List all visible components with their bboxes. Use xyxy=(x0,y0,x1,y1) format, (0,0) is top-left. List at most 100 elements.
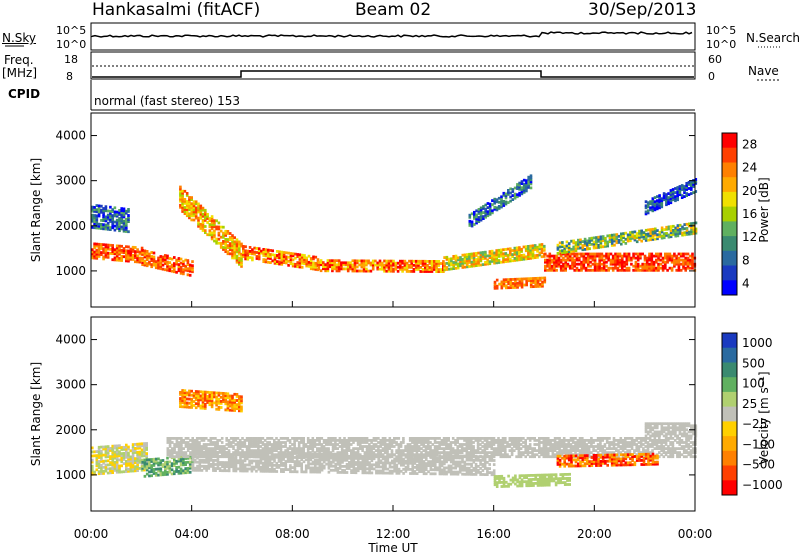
echo-cell xyxy=(517,439,521,442)
echo-cell xyxy=(229,441,233,444)
echo-cell xyxy=(240,262,243,266)
echo-cell xyxy=(397,451,401,454)
echo-cell xyxy=(544,266,547,270)
echo-cell xyxy=(120,460,123,464)
echo-cell xyxy=(191,268,194,272)
echo-cell xyxy=(615,443,618,446)
echo-cell xyxy=(546,260,549,264)
nsky-tick-low: 10^0 xyxy=(56,38,87,51)
echo-cell xyxy=(511,194,515,197)
echo-cell xyxy=(168,267,172,271)
echo-cell xyxy=(687,451,690,454)
echo-cell xyxy=(578,262,581,266)
echo-cell xyxy=(633,449,636,452)
echo-cell xyxy=(451,437,455,440)
echo-cell xyxy=(544,437,548,440)
echo-cell xyxy=(314,263,318,267)
echo-cell xyxy=(214,467,217,470)
echo-cell xyxy=(217,241,221,245)
echo-cell xyxy=(207,439,210,442)
echo-cell xyxy=(565,246,569,250)
echo-cell xyxy=(655,252,658,256)
echo-cell xyxy=(497,447,500,450)
echo-cell xyxy=(204,225,207,228)
echo-cell xyxy=(490,437,493,440)
echo-cell xyxy=(557,256,561,260)
echo-cell xyxy=(614,260,617,264)
echo-cell xyxy=(671,443,675,446)
echo-cell xyxy=(493,284,497,288)
echo-cell xyxy=(328,261,332,265)
echo-cell xyxy=(566,262,570,266)
echo-cell xyxy=(388,437,392,440)
echo-cell xyxy=(145,472,149,476)
echo-cell xyxy=(166,439,170,442)
echo-cell xyxy=(467,437,471,440)
echo-cell xyxy=(138,467,142,470)
echo-cell xyxy=(325,443,328,446)
echo-cell xyxy=(445,443,448,446)
echo-cell xyxy=(127,463,130,467)
echo-cell xyxy=(386,447,389,450)
echo-cell xyxy=(638,235,641,239)
echo-cell xyxy=(616,260,620,264)
echo-cell xyxy=(516,283,519,287)
echo-cell xyxy=(514,277,517,281)
echo-cell xyxy=(197,224,200,228)
echo-cell xyxy=(186,455,190,459)
echo-cell xyxy=(421,264,425,267)
echo-cell xyxy=(219,406,223,409)
echo-cell xyxy=(661,264,665,268)
echo-cell xyxy=(168,439,172,442)
echo-cell xyxy=(488,256,492,259)
echo-cell xyxy=(641,252,644,256)
echo-cell xyxy=(669,441,672,444)
echo-cell xyxy=(109,228,112,231)
echo-cell xyxy=(191,450,195,454)
echo-cell xyxy=(168,470,172,474)
echo-cell xyxy=(493,205,496,209)
echo-cell xyxy=(143,462,147,466)
echo-cell xyxy=(495,284,499,288)
echo-cell xyxy=(570,250,573,253)
echo-cell xyxy=(252,443,256,446)
echo-cell xyxy=(522,257,526,261)
echo-cell xyxy=(648,439,652,442)
echo-cell xyxy=(392,259,395,263)
echo-cell xyxy=(618,254,622,258)
echo-cell xyxy=(372,437,376,440)
echo-cell xyxy=(646,451,650,454)
echo-cell xyxy=(565,449,568,452)
echo-cell xyxy=(528,443,532,446)
echo-cell xyxy=(122,209,126,213)
echo-cell xyxy=(122,229,126,233)
echo-cell xyxy=(528,455,532,459)
echo-cell xyxy=(673,260,676,264)
echo-cell xyxy=(175,470,178,473)
echo-cell xyxy=(516,195,519,199)
echo-cell xyxy=(266,256,270,260)
echo-cell xyxy=(97,464,101,467)
echo-cell xyxy=(233,252,236,256)
echo-cell xyxy=(664,453,668,457)
echo-cell xyxy=(186,261,190,264)
echo-cell xyxy=(445,258,449,261)
echo-cell xyxy=(501,449,505,452)
echo-cell xyxy=(95,256,99,260)
echo-cell xyxy=(250,439,253,442)
echo-cell xyxy=(658,235,662,238)
echo-cell xyxy=(646,211,650,215)
echo-cell xyxy=(689,260,692,264)
echo-cell xyxy=(541,282,544,286)
echo-cell xyxy=(104,207,108,211)
echo-cell xyxy=(235,403,239,406)
echo-cell xyxy=(236,447,240,450)
echo-cell xyxy=(501,447,505,450)
echo-cell xyxy=(663,228,666,231)
echo-cell xyxy=(179,269,183,273)
echo-cell xyxy=(651,231,655,235)
echo-cell xyxy=(349,263,352,267)
echo-cell xyxy=(259,441,262,444)
echo-cell xyxy=(122,223,126,227)
echo-cell xyxy=(536,245,539,249)
